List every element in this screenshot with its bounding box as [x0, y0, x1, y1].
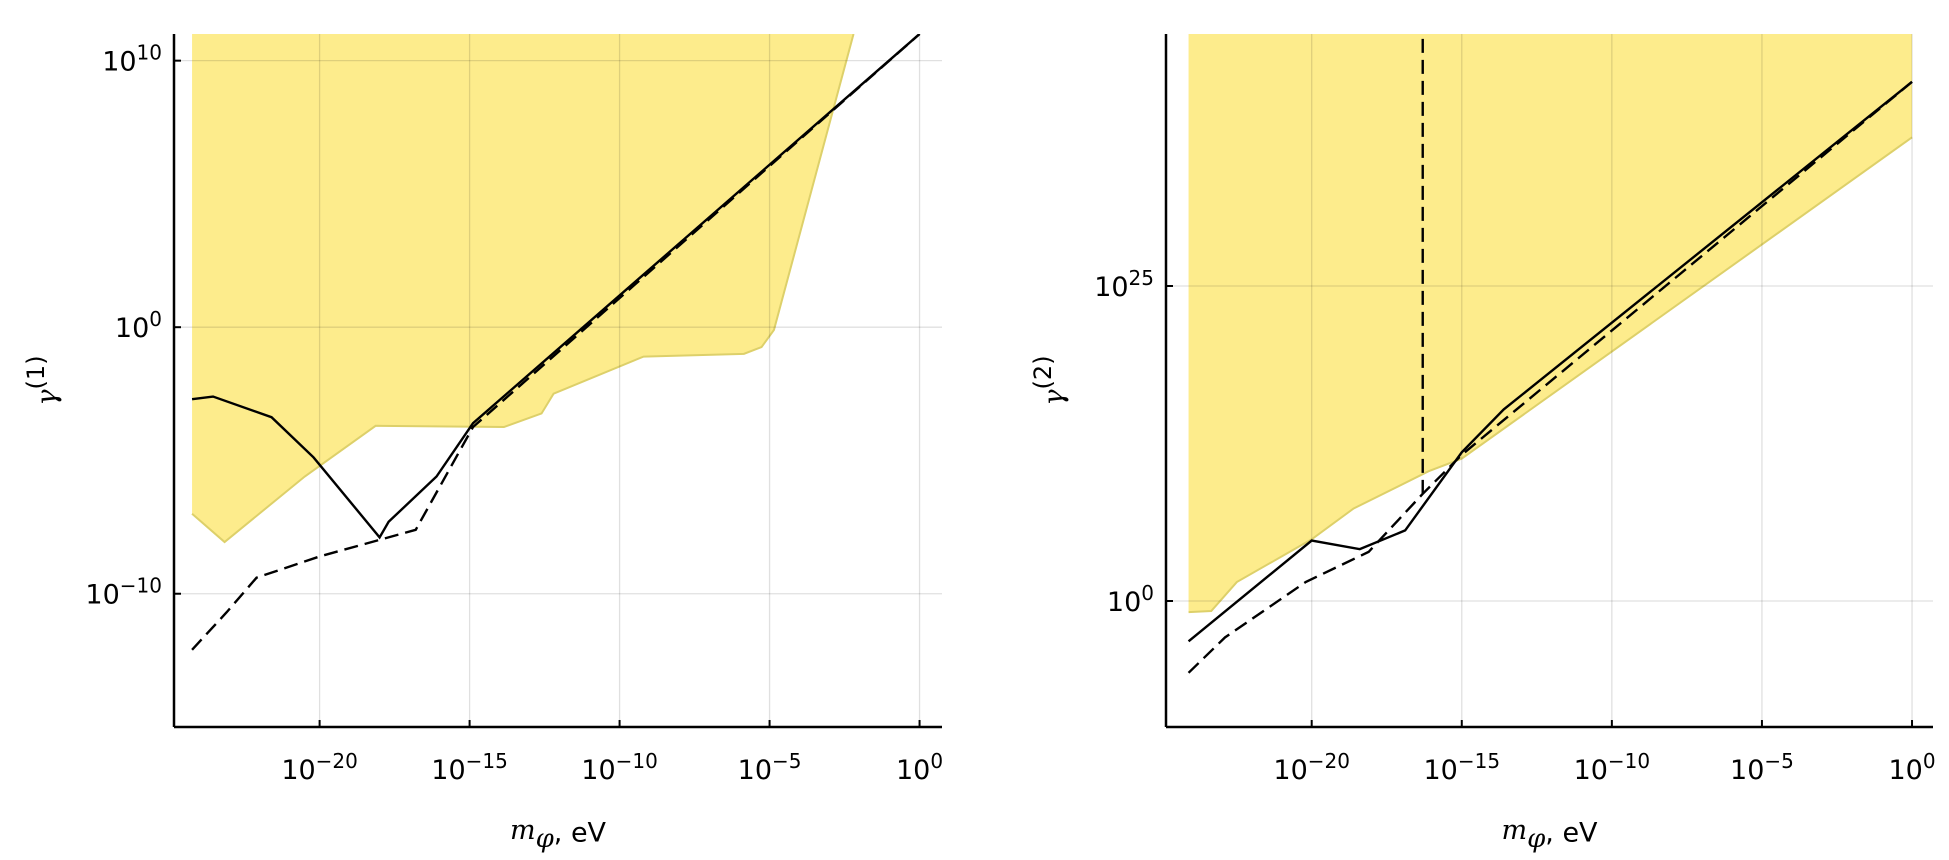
y-tick-label: 100	[115, 307, 162, 344]
shaded-region	[1188, 34, 1913, 613]
x-tick-label: 10−5	[738, 749, 802, 786]
line	[191, 34, 921, 651]
line	[1187, 80, 1913, 643]
x-tick-label: 10−10	[581, 749, 658, 786]
y-tick-label: 10−10	[85, 574, 162, 611]
y-tick-label: 1010	[102, 41, 162, 78]
y-axis-label: γ(2)	[1029, 355, 1070, 405]
x-tick-label: 10−5	[1730, 749, 1794, 786]
x-tick-label: 100	[1888, 749, 1935, 786]
x-tick-label: 10−15	[1423, 749, 1500, 786]
x-tick-label: 10−15	[431, 749, 508, 786]
x-axis-label: mφ, eV	[1501, 815, 1598, 854]
plot-area	[174, 34, 942, 727]
y-tick-label: 1025	[1094, 266, 1154, 303]
x-axis-label: mφ, eV	[510, 815, 607, 854]
shaded-region	[192, 34, 854, 543]
y-axis-label: γ(1)	[22, 355, 63, 405]
y-tick-label: 100	[1107, 581, 1154, 618]
x-tick-label: 10−20	[1273, 749, 1350, 786]
region-edge	[191, 34, 855, 544]
line	[1187, 80, 1913, 674]
plot-area	[1166, 34, 1933, 727]
x-tick-label: 10−20	[281, 749, 358, 786]
line	[191, 34, 921, 540]
x-tick-label: 10−10	[1574, 749, 1651, 786]
x-tick-label: 100	[896, 749, 943, 786]
